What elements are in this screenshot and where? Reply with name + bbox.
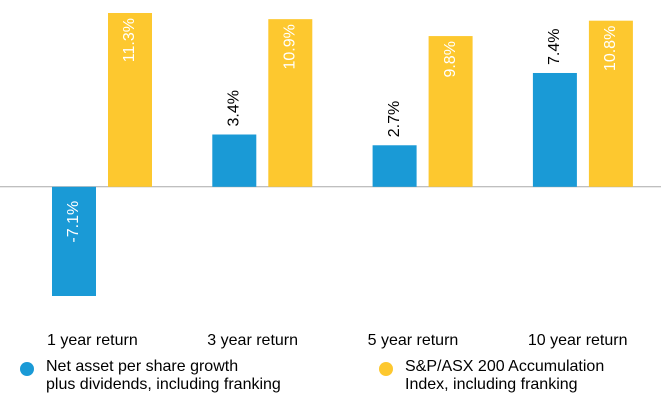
data-label: 11.3% xyxy=(121,18,138,62)
data-label: 9.8% xyxy=(442,41,459,77)
data-label: 10.9% xyxy=(282,24,299,69)
data-label: -7.1% xyxy=(65,201,82,243)
bar xyxy=(52,186,96,296)
bar xyxy=(212,134,257,187)
data-label: 2.7% xyxy=(386,101,403,137)
legend-label: Net asset per share growth plus dividend… xyxy=(46,358,281,393)
legend-marker xyxy=(20,362,34,376)
data-label: 3.4% xyxy=(226,90,243,126)
bar xyxy=(532,72,577,187)
x-tick-label: 1 year return xyxy=(47,332,138,349)
bar xyxy=(372,145,417,187)
bar xyxy=(428,36,473,187)
bar xyxy=(108,13,152,187)
x-tick-label: 5 year return xyxy=(368,332,459,349)
x-tick-label: 10 year return xyxy=(528,332,628,349)
legend-label: S&P/ASX 200 Accumulation Index, includin… xyxy=(405,358,605,393)
bar xyxy=(268,19,313,187)
data-label: 7.4% xyxy=(546,29,563,65)
legend-marker xyxy=(379,362,393,376)
x-tick-label: 3 year return xyxy=(207,332,298,349)
data-label: 10.8% xyxy=(602,26,619,71)
bar xyxy=(588,20,633,187)
